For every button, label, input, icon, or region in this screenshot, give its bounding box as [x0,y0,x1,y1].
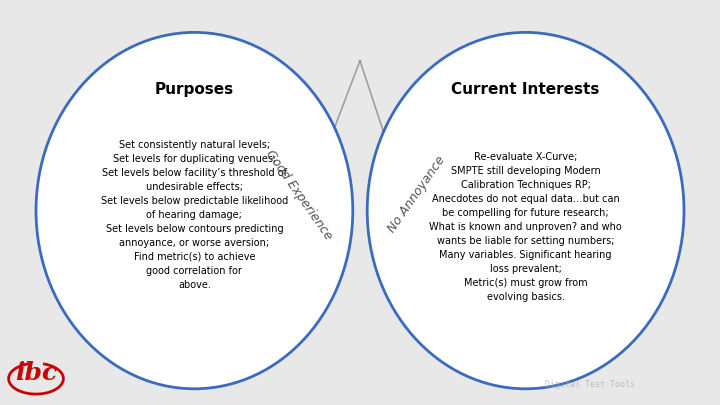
Text: No Annoyance: No Annoyance [385,153,447,235]
Ellipse shape [367,32,684,389]
Text: Set consistently natural levels;
Set levels for duplicating venues;
Set levels b: Set consistently natural levels; Set lev… [101,140,288,290]
Text: Good Experience: Good Experience [263,147,335,242]
Ellipse shape [36,32,353,389]
Text: Re-evaluate X-Curve;
SMPTE still developing Modern
Calibration Techniques RP;
An: Re-evaluate X-Curve; SMPTE still develop… [429,152,622,302]
Text: ibc: ibc [15,360,57,385]
Text: Digital Test Tools: Digital Test Tools [546,380,635,389]
Text: Purposes: Purposes [155,81,234,97]
Text: Current Interests: Current Interests [451,81,600,97]
